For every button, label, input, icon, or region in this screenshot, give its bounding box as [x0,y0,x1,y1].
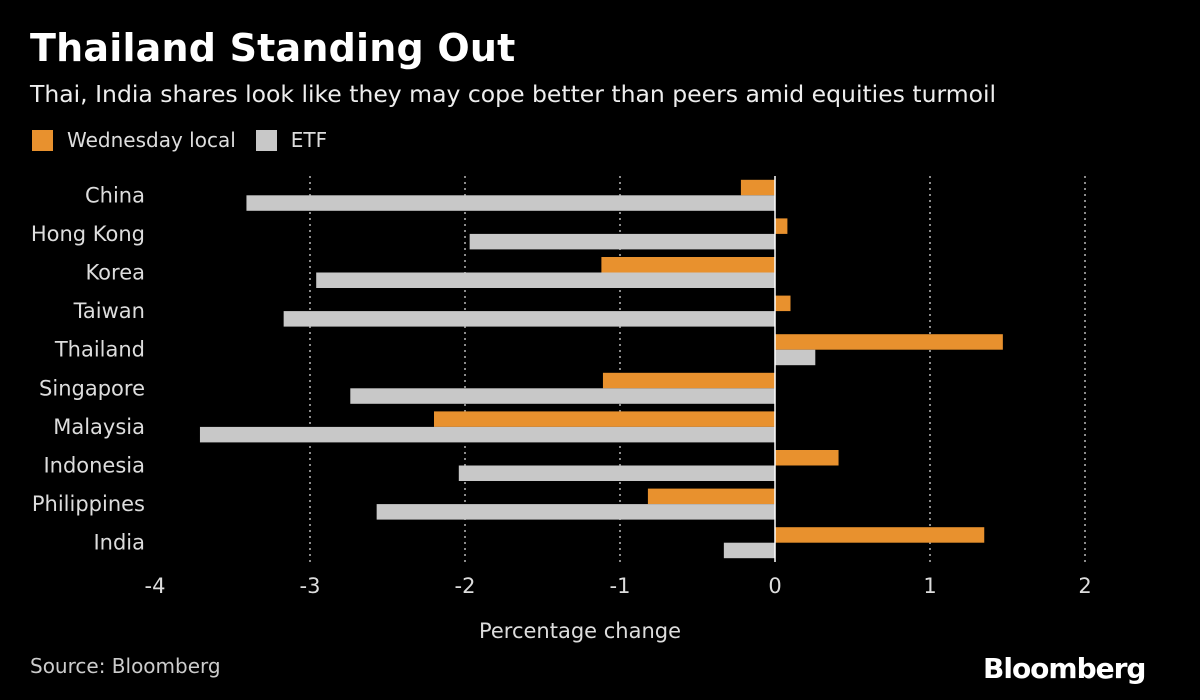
legend-label-wednesday-local: Wednesday local [67,128,236,152]
chart-subtitle: Thai, India shares look like they may co… [30,80,997,108]
bar-wednesday-local-thailand [775,334,1003,350]
bar-etf-thailand [775,349,816,366]
bar-wednesday-local-india [775,527,985,543]
x-tick-label: -3 [300,574,321,598]
chart-legend: Wednesday local ETF [32,128,347,152]
category-label: Korea [85,261,145,285]
category-label: Thailand [54,338,145,362]
category-label: Indonesia [43,454,145,478]
legend-swatch-etf [255,129,277,151]
bar-etf-philippines [376,504,775,520]
bar-etf-india [723,542,775,559]
x-axis-label: Percentage change [479,619,681,643]
bar-etf-singapore [350,388,775,404]
category-label: Malaysia [53,415,145,439]
bar-etf-indonesia [458,465,775,481]
legend-item-etf: ETF [255,128,328,152]
source-note: Source: Bloomberg [30,654,221,678]
bar-etf-china [246,195,775,211]
bar-etf-taiwan [283,311,775,327]
legend-item-wednesday-local: Wednesday local [32,128,236,152]
bar-wednesday-local-hong-kong [775,218,788,234]
bar-wednesday-local-china [740,179,775,196]
bar-wednesday-local-indonesia [775,450,839,466]
bar-wednesday-local-philippines [647,488,775,505]
x-tick-label: 2 [1078,574,1091,598]
bar-wednesday-local-taiwan [775,295,791,312]
category-label: Taiwan [73,299,145,323]
bar-etf-korea [316,272,775,288]
category-label: Philippines [32,492,145,516]
category-label: India [93,531,145,555]
bar-wednesday-local-singapore [602,372,775,389]
x-tick-label: 1 [923,574,936,598]
bar-wednesday-local-korea [601,257,775,273]
x-tick-label: -2 [455,574,476,598]
chart-title: Thailand Standing Out [30,26,516,70]
x-tick-label: -4 [145,574,166,598]
x-tick-label: -1 [610,574,631,598]
category-label: China [85,183,145,207]
category-label: Singapore [39,376,145,400]
legend-swatch-wednesday-local [32,129,53,151]
bar-wednesday-local-malaysia [434,411,775,427]
bloomberg-logo: Bloomberg [983,652,1146,685]
category-label: Hong Kong [31,222,145,246]
x-tick-label: 0 [768,574,781,598]
legend-label-etf: ETF [290,128,328,152]
bar-etf-malaysia [199,426,775,443]
bar-etf-hong-kong [469,233,775,250]
